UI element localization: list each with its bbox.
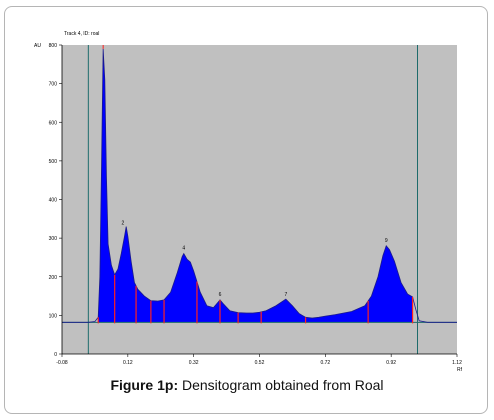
x-tick-label-3: 0.52 [255, 360, 265, 366]
caption-label: Figure 1p: [110, 377, 179, 393]
figure-caption: Figure 1p: Densitogram obtained from Roa… [0, 377, 494, 393]
peak-label-1: 2 [122, 220, 125, 226]
x-axis-label: Rf [457, 367, 463, 373]
x-tick-label-2: 0.32 [189, 360, 199, 366]
x-tick-label-1: 0.12 [123, 360, 133, 366]
y-axis-label: AU [34, 43, 41, 49]
y-tick-label-5: 500 [49, 159, 58, 165]
y-tick-label-1: 100 [49, 313, 58, 319]
x-tick-label-4: 0.72 [320, 360, 330, 366]
peak-label-5: 9 [385, 238, 388, 244]
y-tick-label-6: 600 [49, 120, 58, 126]
caption-text: Densitogram obtained from Roal [182, 377, 384, 393]
peak-area-fill [98, 48, 413, 323]
peak-label-4: 7 [284, 292, 287, 298]
y-tick-label-3: 300 [49, 236, 58, 242]
y-tick-label-8: 800 [49, 43, 58, 49]
x-tick-label-5: 0.92 [386, 360, 396, 366]
x-tick-label-6: 1.12 [452, 360, 462, 366]
peak-label-2: 4 [182, 246, 185, 252]
y-tick-label-2: 200 [49, 275, 58, 281]
y-tick-label-0: 0 [54, 352, 57, 358]
chart-title: Track 4, ID: roal [64, 31, 99, 37]
y-tick-label-4: 400 [49, 198, 58, 204]
y-tick-label-7: 700 [49, 82, 58, 88]
x-tick-label-0: -0.08 [56, 360, 68, 366]
densitogram-chart: 2 4 6 7 9 0 100 200 300 400 500 600 700 800 -0.08 0.12… [34, 31, 463, 373]
peak-label-3: 6 [219, 292, 222, 298]
